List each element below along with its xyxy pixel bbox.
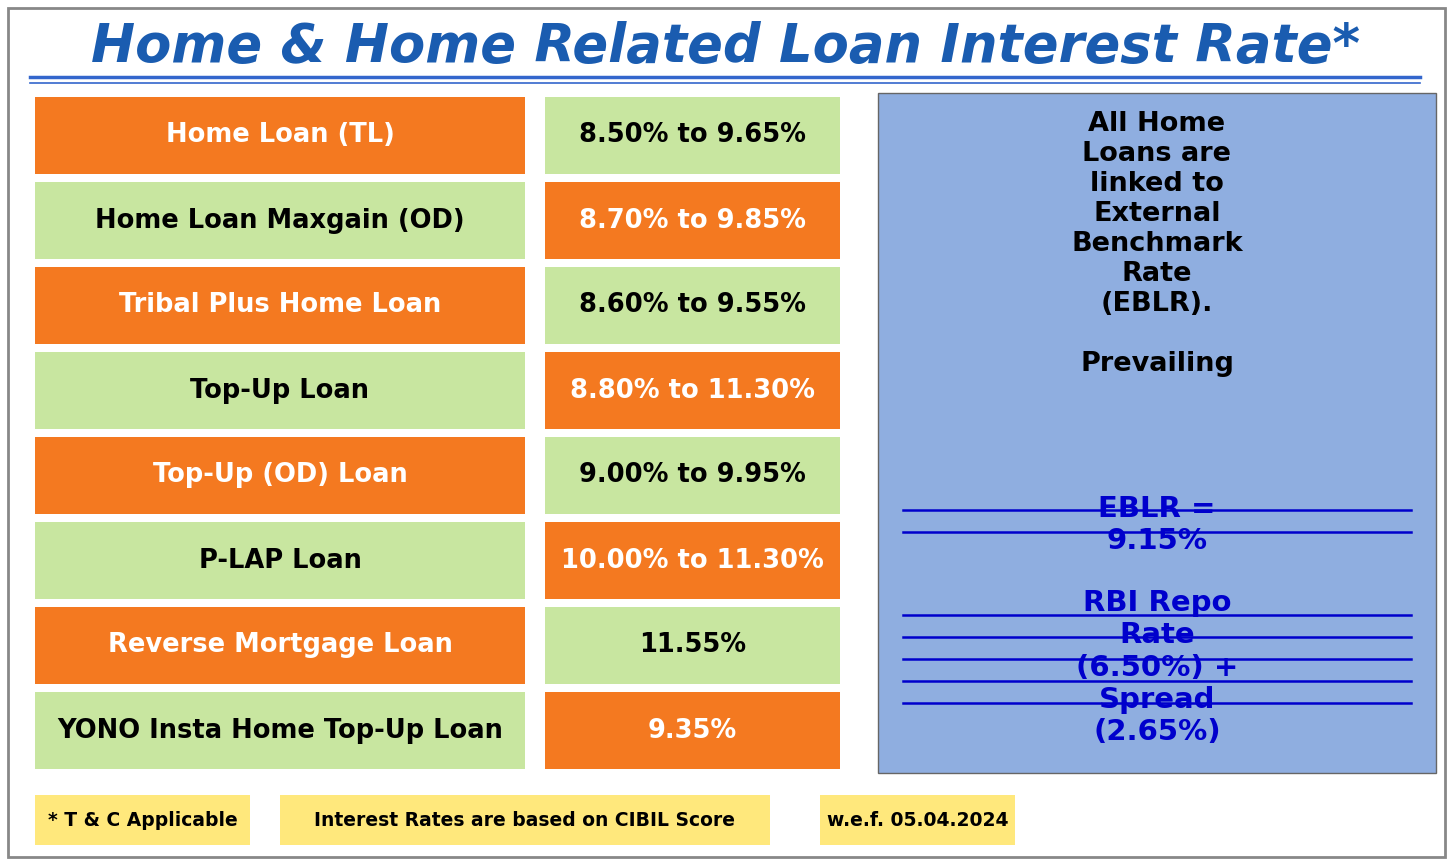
FancyBboxPatch shape	[35, 437, 525, 514]
FancyBboxPatch shape	[35, 352, 525, 429]
Text: Tribal Plus Home Loan: Tribal Plus Home Loan	[119, 292, 442, 318]
FancyBboxPatch shape	[545, 352, 840, 429]
Text: P-LAP Loan: P-LAP Loan	[199, 548, 362, 573]
Text: 9.35%: 9.35%	[648, 717, 737, 744]
Text: 9.00% to 9.95%: 9.00% to 9.95%	[580, 463, 806, 489]
FancyBboxPatch shape	[35, 795, 250, 845]
Text: YONO Insta Home Top-Up Loan: YONO Insta Home Top-Up Loan	[57, 717, 503, 744]
Text: 8.60% to 9.55%: 8.60% to 9.55%	[578, 292, 806, 318]
Text: Interest Rates are based on CIBIL Score: Interest Rates are based on CIBIL Score	[314, 811, 735, 830]
Text: Top-Up (OD) Loan: Top-Up (OD) Loan	[153, 463, 407, 489]
Text: 11.55%: 11.55%	[639, 632, 745, 658]
FancyBboxPatch shape	[819, 795, 1016, 845]
FancyBboxPatch shape	[35, 267, 525, 344]
FancyBboxPatch shape	[878, 93, 1436, 773]
FancyBboxPatch shape	[545, 692, 840, 769]
Text: 8.70% to 9.85%: 8.70% to 9.85%	[578, 208, 806, 234]
FancyBboxPatch shape	[35, 522, 525, 599]
FancyBboxPatch shape	[545, 607, 840, 684]
Text: w.e.f. 05.04.2024: w.e.f. 05.04.2024	[827, 811, 1008, 830]
Text: RBI Repo
Rate
(6.50%) +
Spread
(2.65%): RBI Repo Rate (6.50%) + Spread (2.65%)	[1075, 589, 1238, 746]
Text: Top-Up Loan: Top-Up Loan	[190, 377, 369, 403]
Text: 8.80% to 11.30%: 8.80% to 11.30%	[570, 377, 815, 403]
Text: Home & Home Related Loan Interest Rate*: Home & Home Related Loan Interest Rate*	[92, 21, 1360, 73]
FancyBboxPatch shape	[545, 182, 840, 259]
Text: EBLR =
9.15%: EBLR = 9.15%	[1098, 495, 1216, 555]
FancyBboxPatch shape	[545, 437, 840, 514]
FancyBboxPatch shape	[35, 607, 525, 684]
FancyBboxPatch shape	[545, 522, 840, 599]
Text: 8.50% to 9.65%: 8.50% to 9.65%	[578, 123, 806, 149]
Text: Reverse Mortgage Loan: Reverse Mortgage Loan	[108, 632, 452, 658]
FancyBboxPatch shape	[35, 97, 525, 174]
FancyBboxPatch shape	[9, 8, 1444, 857]
Text: Home Loan (TL): Home Loan (TL)	[166, 123, 394, 149]
Text: All Home
Loans are
linked to
External
Benchmark
Rate
(EBLR).

Prevailing: All Home Loans are linked to External Be…	[1071, 111, 1242, 377]
Text: 10.00% to 11.30%: 10.00% to 11.30%	[561, 548, 824, 573]
FancyBboxPatch shape	[35, 692, 525, 769]
Text: * T & C Applicable: * T & C Applicable	[48, 811, 237, 830]
Text: Home Loan Maxgain (OD): Home Loan Maxgain (OD)	[96, 208, 465, 234]
FancyBboxPatch shape	[545, 97, 840, 174]
FancyBboxPatch shape	[545, 267, 840, 344]
FancyBboxPatch shape	[35, 182, 525, 259]
FancyBboxPatch shape	[280, 795, 770, 845]
